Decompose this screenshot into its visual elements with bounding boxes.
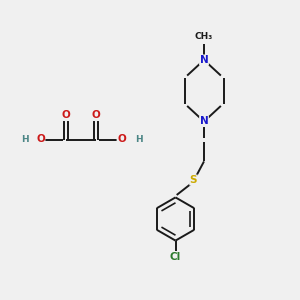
Text: H: H: [135, 135, 142, 144]
Text: N: N: [200, 55, 208, 65]
Text: O: O: [61, 110, 70, 121]
Text: O: O: [92, 110, 100, 121]
Text: Cl: Cl: [170, 251, 181, 262]
Text: CH₃: CH₃: [195, 32, 213, 41]
Text: S: S: [190, 175, 197, 185]
Text: O: O: [36, 134, 45, 145]
Text: H: H: [21, 135, 28, 144]
Text: O: O: [117, 134, 126, 145]
Text: N: N: [200, 116, 208, 127]
